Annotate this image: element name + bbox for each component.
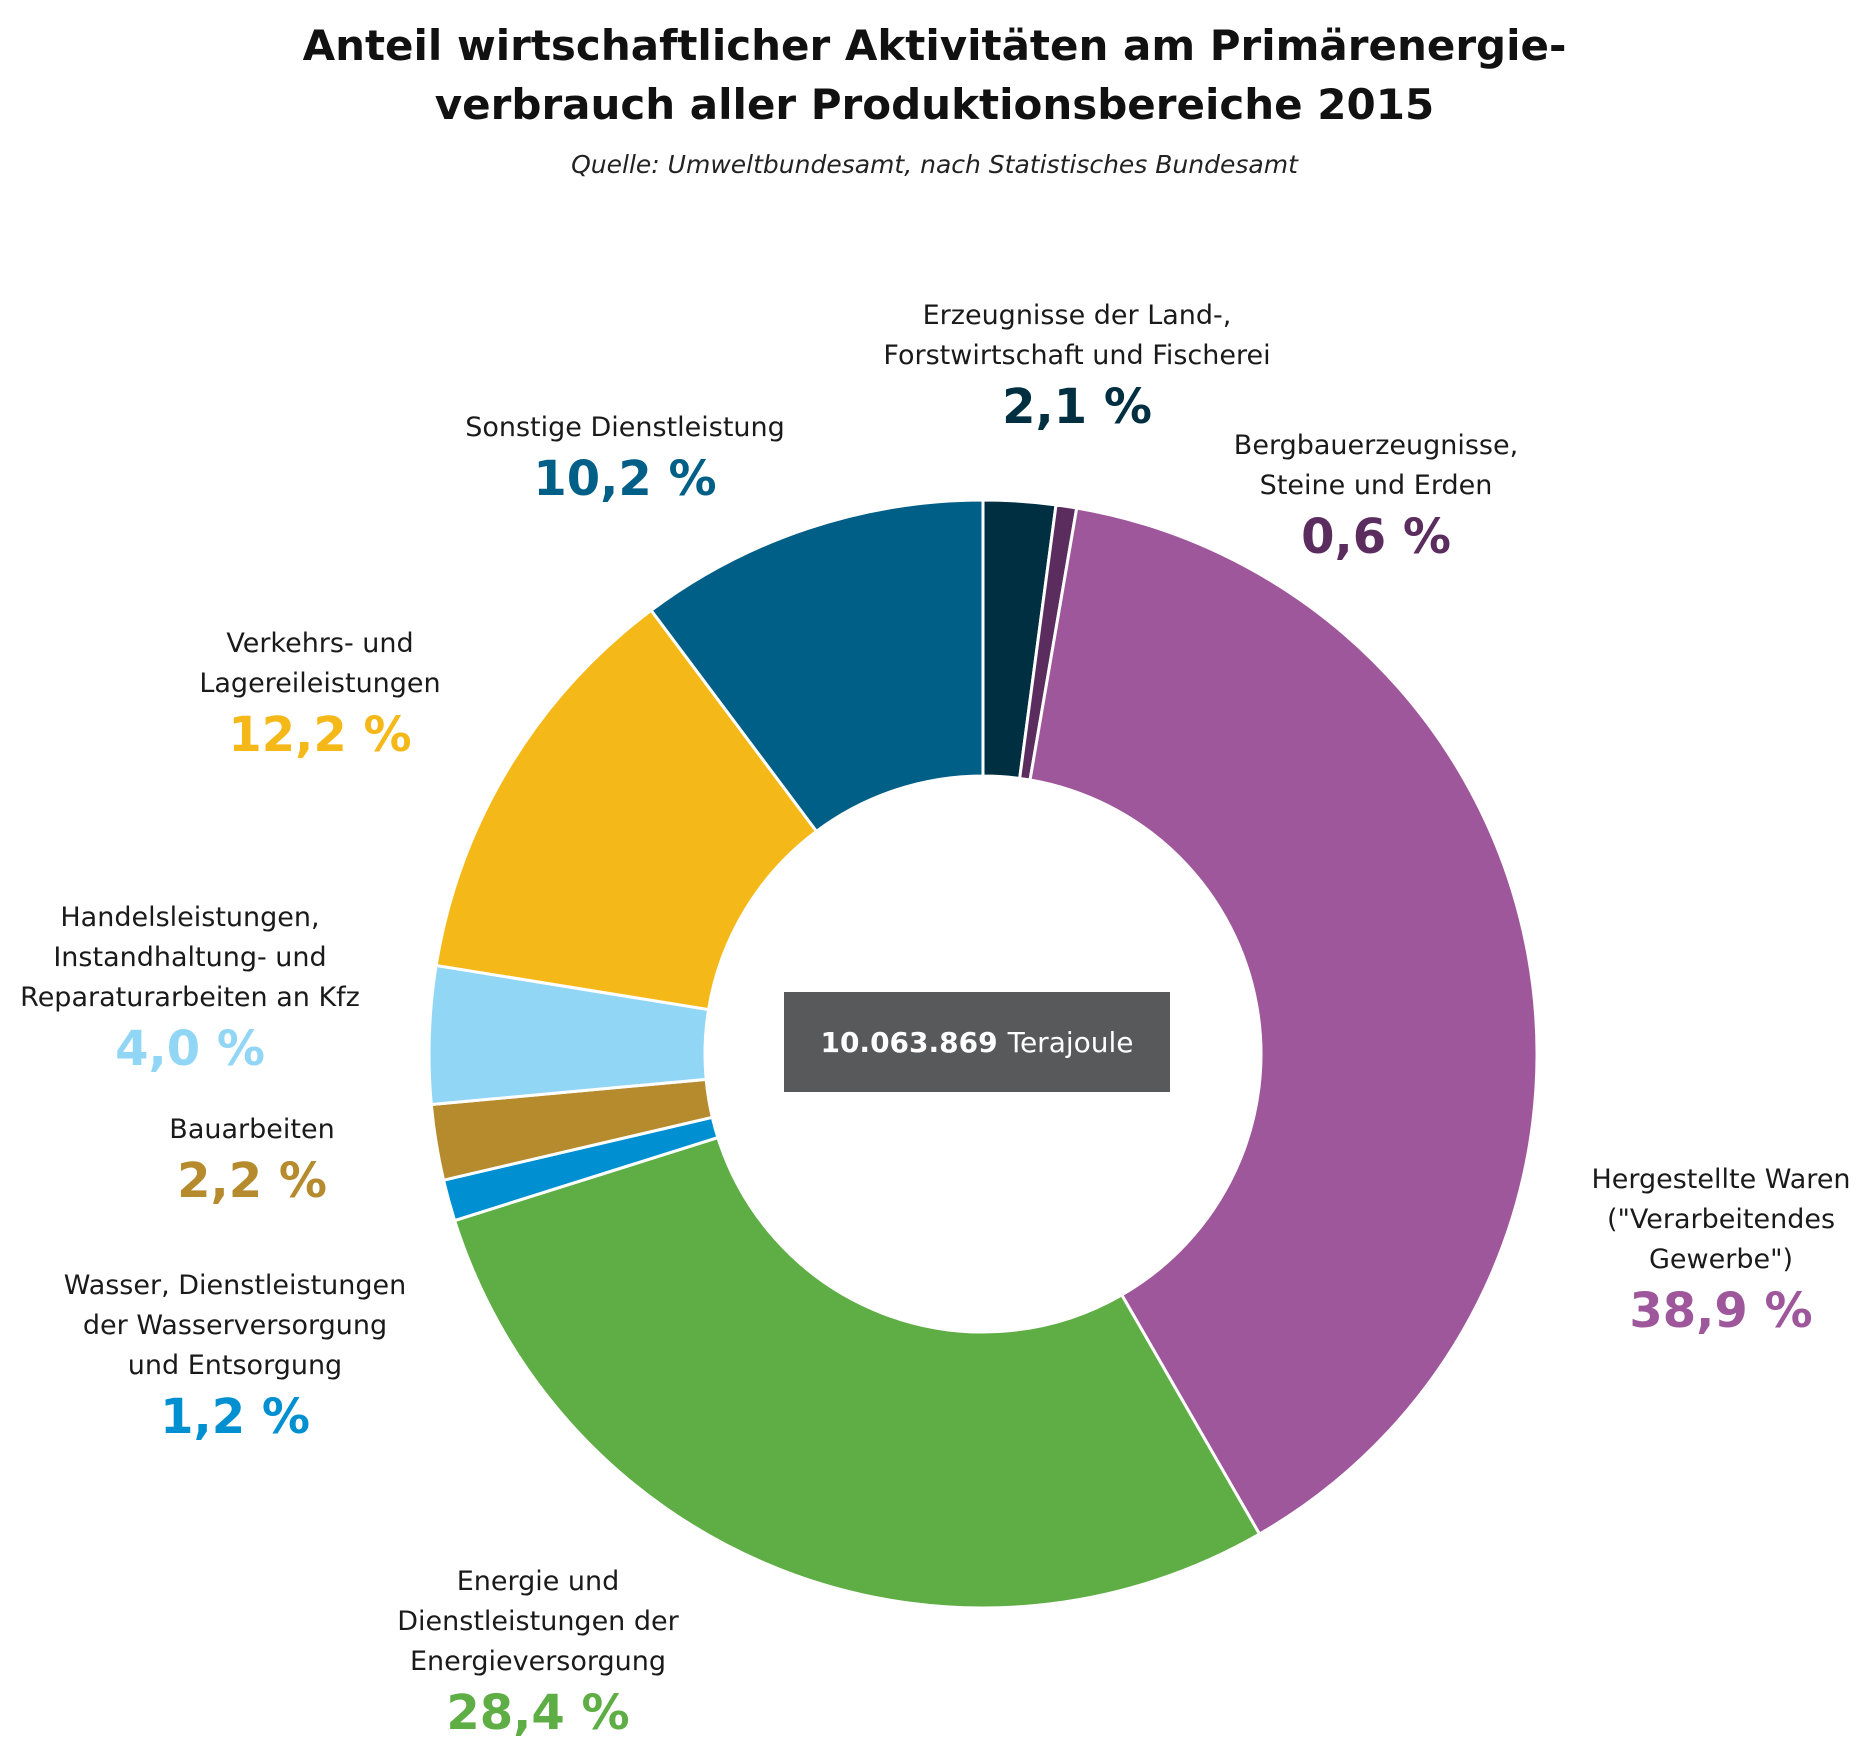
slice-label-wasser: Wasser, Dienstleistungen der Wasserverso… bbox=[64, 1266, 407, 1448]
slice-value-handel: 4,0 % bbox=[115, 1021, 265, 1077]
slice-label-bergbau: Bergbauerzeugnisse, Steine und Erden 0,6… bbox=[1234, 426, 1518, 568]
slice-value-energie: 28,4 % bbox=[446, 1685, 630, 1741]
total-energy-value: 10.063.869 bbox=[820, 1025, 998, 1059]
slice-value-land-forstwirtschaft: 2,1 % bbox=[1002, 379, 1152, 435]
donut-slice-verkehr bbox=[434, 608, 818, 1012]
slice-name-sonstige: Sonstige Dienstleistung bbox=[465, 412, 785, 443]
slice-name-hergestellte-waren: Hergestellte Waren ("Verarbeitendes Gewe… bbox=[1591, 1164, 1851, 1275]
slice-value-wasser: 1,2 % bbox=[160, 1389, 310, 1445]
slice-label-hergestellte-waren: Hergestellte Waren ("Verarbeitendes Gewe… bbox=[1591, 1160, 1850, 1342]
slice-value-verkehr: 12,2 % bbox=[228, 707, 412, 763]
slice-name-verkehr: Verkehrs- und Lagereileistungen bbox=[199, 628, 441, 699]
total-energy-badge: 10.063.869 Terajoule bbox=[784, 992, 1170, 1092]
total-energy-unit: Terajoule bbox=[1007, 1025, 1134, 1059]
slice-label-verkehr: Verkehrs- und Lagereileistungen 12,2 % bbox=[199, 624, 440, 766]
slice-name-wasser: Wasser, Dienstleistungen der Wasserverso… bbox=[63, 1270, 407, 1381]
slice-name-handel: Handelsleistungen, Instandhaltung- und R… bbox=[20, 902, 360, 1013]
chart-source: Quelle: Umweltbundesamt, nach Statistisc… bbox=[571, 150, 1298, 179]
slice-name-energie: Energie und Dienstleistungen der Energie… bbox=[397, 1566, 679, 1677]
slice-label-bauarbeiten: Bauarbeiten 2,2 % bbox=[169, 1110, 334, 1212]
donut-slice-sonstige bbox=[649, 498, 985, 833]
chart-title-line-2: verbrauch aller Produktionsbereiche 2015 bbox=[434, 80, 1435, 129]
slice-label-handel: Handelsleistungen, Instandhaltung- und R… bbox=[20, 898, 360, 1080]
slice-label-land-forstwirtschaft: Erzeugnisse der Land-, Forstwirtschaft u… bbox=[883, 296, 1270, 438]
slice-value-bergbau: 0,6 % bbox=[1301, 509, 1451, 565]
donut-slice-energie bbox=[453, 1136, 1261, 1610]
slice-name-bergbau: Bergbauerzeugnisse, Steine und Erden bbox=[1233, 430, 1519, 501]
slice-value-hergestellte-waren: 38,9 % bbox=[1629, 1283, 1813, 1339]
slice-label-sonstige: Sonstige Dienstleistung 10,2 % bbox=[465, 408, 785, 510]
chart-title-line-1: Anteil wirtschaftlicher Aktivitäten am P… bbox=[302, 21, 1567, 70]
slice-name-bauarbeiten: Bauarbeiten bbox=[169, 1114, 335, 1145]
slice-name-land-forstwirtschaft: Erzeugnisse der Land-, Forstwirtschaft u… bbox=[883, 300, 1271, 371]
chart-title: Anteil wirtschaftlicher Aktivitäten am P… bbox=[0, 16, 1869, 134]
slice-value-bauarbeiten: 2,2 % bbox=[177, 1153, 327, 1209]
slice-value-sonstige: 10,2 % bbox=[533, 451, 717, 507]
slice-label-energie: Energie und Dienstleistungen der Energie… bbox=[397, 1562, 678, 1744]
donut-slice-hergestellte-waren bbox=[1028, 506, 1539, 1536]
